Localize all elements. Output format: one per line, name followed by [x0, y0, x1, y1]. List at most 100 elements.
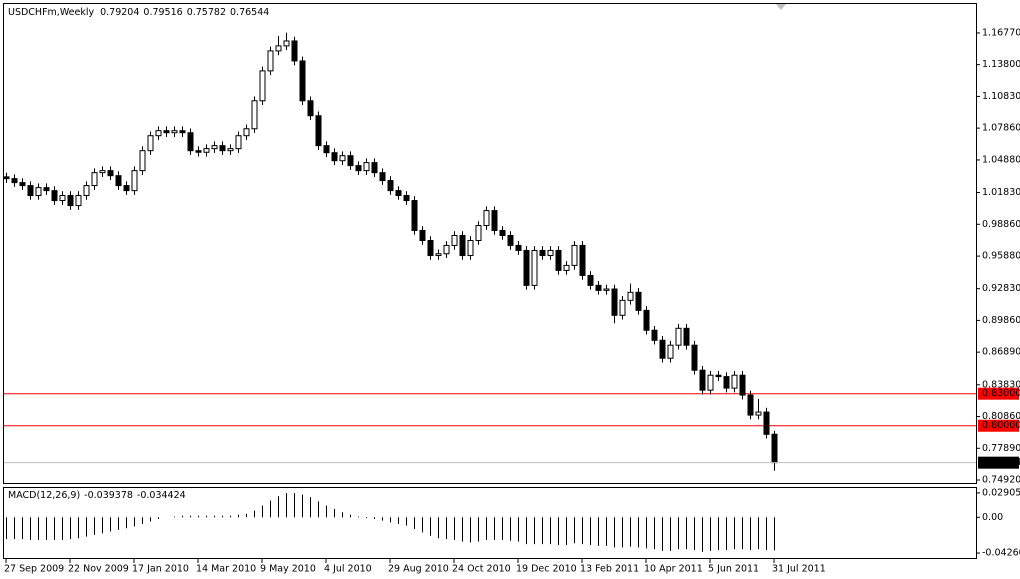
- candle-body: [579, 244, 586, 276]
- y-tick-label: 1.07860: [982, 123, 1020, 134]
- candle-body: [547, 249, 554, 256]
- candle-body: [331, 152, 338, 162]
- candle-body: [739, 374, 746, 396]
- y-tick-label: -0.042604: [982, 548, 1020, 559]
- candle-body: [659, 339, 666, 359]
- level-label-bg: [978, 387, 1019, 400]
- candle-body: [347, 155, 354, 167]
- x-tick-label: 10 Apr 2011: [644, 564, 703, 575]
- candle-body: [411, 200, 418, 231]
- y-tick-label: 1.04880: [982, 154, 1020, 165]
- candle-body: [291, 40, 298, 62]
- candle-body: [515, 244, 522, 251]
- candle-body: [3, 176, 10, 180]
- candle-body: [115, 175, 122, 187]
- candle-body: [595, 284, 602, 291]
- candle-body: [11, 178, 18, 184]
- candle-body: [699, 369, 706, 391]
- y-tick-label: 0.74920: [982, 475, 1020, 486]
- candle-body: [339, 155, 346, 162]
- candle-body: [355, 165, 362, 172]
- candle-body: [363, 162, 370, 172]
- low: 0.75782: [187, 7, 226, 18]
- candle-body: [35, 187, 42, 197]
- x-tick-label: 14 Mar 2010: [196, 564, 256, 575]
- candle-body: [747, 394, 754, 416]
- x-tick-label: 9 May 2010: [260, 564, 316, 575]
- candle-body: [483, 210, 490, 227]
- open: 0.79204: [100, 7, 139, 18]
- candle-body: [83, 185, 90, 197]
- candle-body: [99, 170, 106, 174]
- candle-body: [107, 170, 114, 177]
- candle-body: [691, 344, 698, 371]
- y-tick-label: 0.92830: [982, 283, 1020, 294]
- candle-body: [491, 210, 498, 231]
- candle-body: [371, 162, 378, 174]
- candle-body: [59, 195, 66, 202]
- level-label-bg: [978, 419, 1019, 432]
- candle-body: [731, 374, 738, 389]
- candle-body: [435, 253, 442, 256]
- candle-body: [299, 60, 306, 102]
- candle-body: [563, 264, 570, 271]
- candle-body: [715, 374, 722, 378]
- candle-body: [667, 344, 674, 359]
- candle-body: [19, 182, 26, 187]
- candle-body: [603, 288, 610, 291]
- x-tick-label: 31 Jul 2011: [772, 564, 826, 575]
- candle-body: [75, 195, 82, 207]
- candle-body: [91, 172, 98, 187]
- candle-body: [171, 130, 178, 134]
- y-tick-label: 0.86890: [982, 347, 1020, 358]
- candle-body: [283, 40, 290, 47]
- candle-body: [651, 329, 658, 341]
- y-tick-label: 1.01830: [982, 187, 1020, 198]
- candle-body: [571, 244, 578, 266]
- current-price-bg: [978, 456, 1019, 469]
- symbol: USDCHFm,Weekly: [8, 7, 94, 18]
- candle-body: [467, 240, 474, 256]
- candle-body: [643, 309, 650, 331]
- x-tick-label: 29 Aug 2010: [388, 564, 449, 575]
- candle-body: [707, 374, 714, 391]
- candle-body: [531, 249, 538, 286]
- candle-body: [539, 249, 546, 256]
- candle-body: [219, 145, 226, 152]
- candle-body: [211, 145, 218, 150]
- y-tick-label: 0.80860: [982, 411, 1020, 422]
- close: 0.76544: [230, 7, 269, 18]
- candle-body: [475, 225, 482, 242]
- candle-body: [427, 240, 434, 256]
- candle-body: [419, 229, 426, 242]
- candle-body: [123, 185, 130, 192]
- y-tick-label: 0.77890: [982, 443, 1020, 454]
- candle-body: [275, 45, 282, 52]
- candle-body: [235, 135, 242, 150]
- candle-body: [163, 130, 170, 134]
- candle-body: [147, 135, 154, 152]
- macd-value: -0.039378: [84, 490, 133, 501]
- x-tick-label: 5 Jun 2011: [708, 564, 759, 575]
- candle-body: [267, 50, 274, 72]
- candle-body: [555, 249, 562, 271]
- candle-body: [203, 148, 210, 153]
- candle-body: [387, 180, 394, 192]
- candle-body: [195, 150, 202, 153]
- shift-marker: [776, 4, 786, 10]
- candle-body: [443, 244, 450, 255]
- x-tick-label: 19 Dec 2010: [516, 564, 577, 575]
- level-label: 0.83000: [982, 388, 1020, 399]
- x-tick-label: 13 Feb 2011: [580, 564, 639, 575]
- candle-body: [451, 234, 458, 246]
- y-tick-label: 0.00: [982, 512, 1003, 523]
- candle-body: [379, 172, 386, 182]
- candle-body: [635, 291, 642, 311]
- candle-body: [459, 234, 466, 256]
- candle-body: [755, 411, 762, 416]
- candle-body: [187, 132, 194, 152]
- candle-body: [243, 128, 250, 137]
- y-tick-label: 0.89860: [982, 315, 1020, 326]
- x-tick-label: 22 Nov 2009: [68, 564, 129, 575]
